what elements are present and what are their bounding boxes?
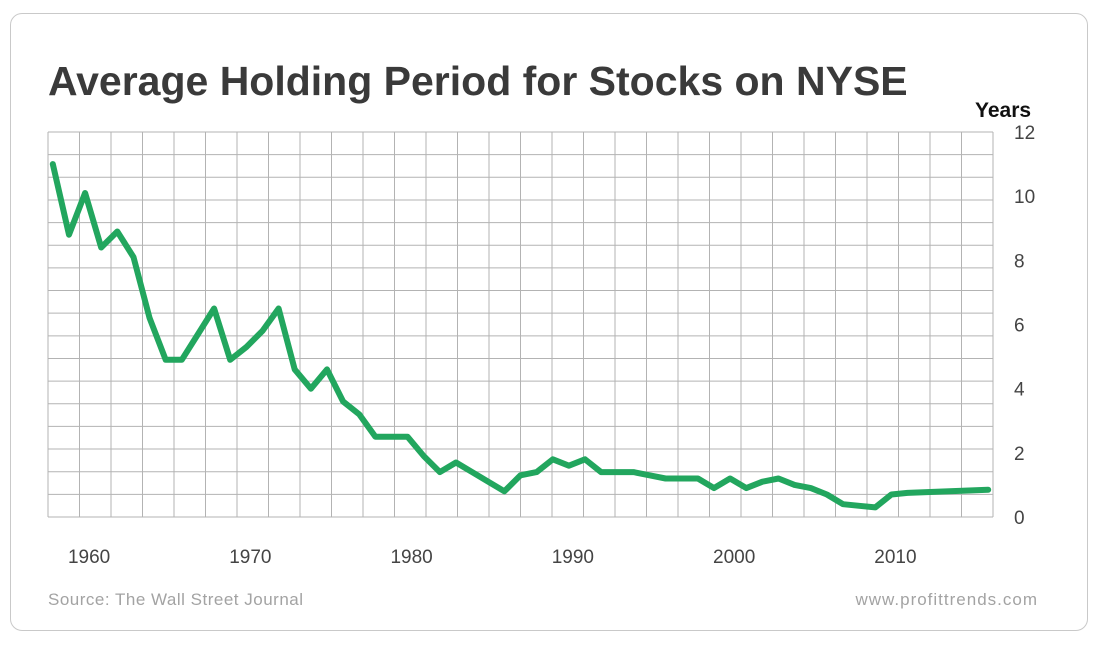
y-tick-label: 4 bbox=[1014, 380, 1025, 401]
x-axis-ticks: 1960 1970 1980 1990 2000 2010 bbox=[68, 547, 917, 568]
x-tick-label: 2010 bbox=[874, 547, 916, 568]
y-axis-unit-label: Years bbox=[975, 99, 1032, 122]
x-tick-label: 1990 bbox=[552, 547, 594, 568]
series-line bbox=[49, 161, 992, 511]
y-tick-label: 12 bbox=[1014, 123, 1035, 144]
y-tick-label: 0 bbox=[1014, 508, 1025, 529]
chart-title: Average Holding Period for Stocks on NYS… bbox=[48, 58, 908, 104]
x-tick-label: 2000 bbox=[713, 547, 755, 568]
y-tick-label: 8 bbox=[1014, 251, 1025, 272]
y-tick-label: 2 bbox=[1014, 444, 1025, 465]
y-axis-ticks: 0 2 4 6 8 10 12 bbox=[1014, 123, 1035, 529]
source-note: Source: The Wall Street Journal bbox=[48, 590, 304, 609]
chart-grid bbox=[47, 131, 994, 518]
chart-card bbox=[10, 13, 1088, 631]
y-tick-label: 10 bbox=[1014, 187, 1035, 208]
website-credit: www.profittrends.com bbox=[855, 590, 1038, 609]
x-tick-label: 1980 bbox=[390, 547, 432, 568]
chart-series bbox=[49, 161, 992, 511]
x-tick-label: 1960 bbox=[68, 547, 110, 568]
x-tick-label: 1970 bbox=[229, 547, 271, 568]
y-tick-label: 6 bbox=[1014, 316, 1025, 337]
